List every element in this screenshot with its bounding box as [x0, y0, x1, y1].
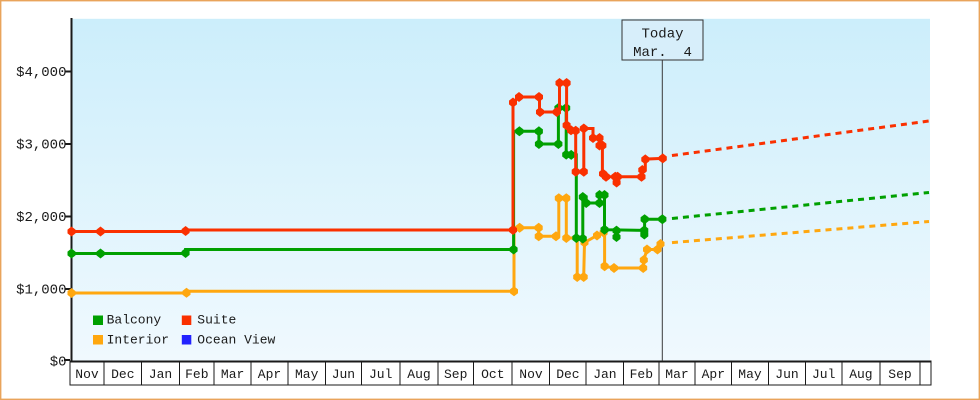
svg-text:Nov: Nov	[75, 367, 99, 382]
svg-text:Dec: Dec	[556, 367, 579, 382]
svg-text:Mar. 4: Mar. 4	[633, 45, 692, 61]
svg-text:Jun: Jun	[775, 367, 798, 382]
svg-text:$4,000: $4,000	[16, 65, 66, 81]
svg-text:May: May	[738, 367, 762, 382]
svg-text:Jul: Jul	[369, 367, 393, 382]
svg-text:Interior: Interior	[107, 333, 169, 348]
svg-text:Sep: Sep	[444, 367, 467, 382]
svg-text:$2,000: $2,000	[16, 210, 66, 226]
svg-text:Oct: Oct	[481, 367, 504, 382]
svg-text:Sep: Sep	[888, 367, 911, 382]
svg-text:Today: Today	[641, 27, 683, 43]
svg-text:$0: $0	[50, 355, 67, 371]
svg-text:Apr: Apr	[258, 367, 281, 382]
svg-text:$3,000: $3,000	[16, 138, 66, 154]
svg-text:Jun: Jun	[332, 367, 355, 382]
svg-text:Aug: Aug	[407, 367, 430, 382]
svg-text:Jul: Jul	[812, 367, 836, 382]
svg-text:Jan: Jan	[593, 367, 616, 382]
svg-text:Balcony: Balcony	[107, 313, 162, 328]
svg-text:Mar: Mar	[221, 367, 244, 382]
svg-text:Jan: Jan	[149, 367, 172, 382]
svg-text:Feb: Feb	[630, 367, 653, 382]
svg-text:May: May	[295, 367, 319, 382]
svg-text:Ocean View: Ocean View	[197, 333, 275, 348]
svg-text:Feb: Feb	[185, 367, 208, 382]
svg-text:Mar: Mar	[665, 367, 688, 382]
svg-text:$1,000: $1,000	[16, 283, 66, 299]
svg-text:Suite: Suite	[197, 313, 236, 328]
svg-text:Dec: Dec	[111, 367, 134, 382]
svg-text:Aug: Aug	[849, 367, 872, 382]
svg-text:Apr: Apr	[702, 367, 725, 382]
svg-text:Nov: Nov	[519, 367, 543, 382]
